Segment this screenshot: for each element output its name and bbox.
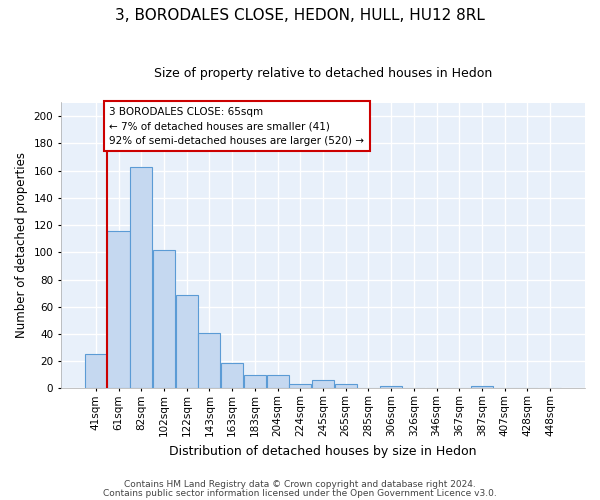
Bar xyxy=(85,354,107,388)
Bar xyxy=(289,384,311,388)
Bar xyxy=(244,375,266,388)
Text: 3, BORODALES CLOSE, HEDON, HULL, HU12 8RL: 3, BORODALES CLOSE, HEDON, HULL, HU12 8R… xyxy=(115,8,485,22)
Text: Contains public sector information licensed under the Open Government Licence v3: Contains public sector information licen… xyxy=(103,490,497,498)
Bar xyxy=(221,362,243,388)
Bar xyxy=(130,166,152,388)
Bar xyxy=(107,230,130,388)
Bar xyxy=(380,386,402,388)
Title: Size of property relative to detached houses in Hedon: Size of property relative to detached ho… xyxy=(154,68,492,80)
Bar xyxy=(471,386,493,388)
Bar xyxy=(266,375,289,388)
Bar xyxy=(335,384,357,388)
X-axis label: Distribution of detached houses by size in Hedon: Distribution of detached houses by size … xyxy=(169,444,477,458)
Bar xyxy=(199,332,220,388)
Text: 3 BORODALES CLOSE: 65sqm
← 7% of detached houses are smaller (41)
92% of semi-de: 3 BORODALES CLOSE: 65sqm ← 7% of detache… xyxy=(109,106,364,146)
Bar xyxy=(153,250,175,388)
Bar xyxy=(312,380,334,388)
Text: Contains HM Land Registry data © Crown copyright and database right 2024.: Contains HM Land Registry data © Crown c… xyxy=(124,480,476,489)
Y-axis label: Number of detached properties: Number of detached properties xyxy=(15,152,28,338)
Bar xyxy=(176,294,197,388)
